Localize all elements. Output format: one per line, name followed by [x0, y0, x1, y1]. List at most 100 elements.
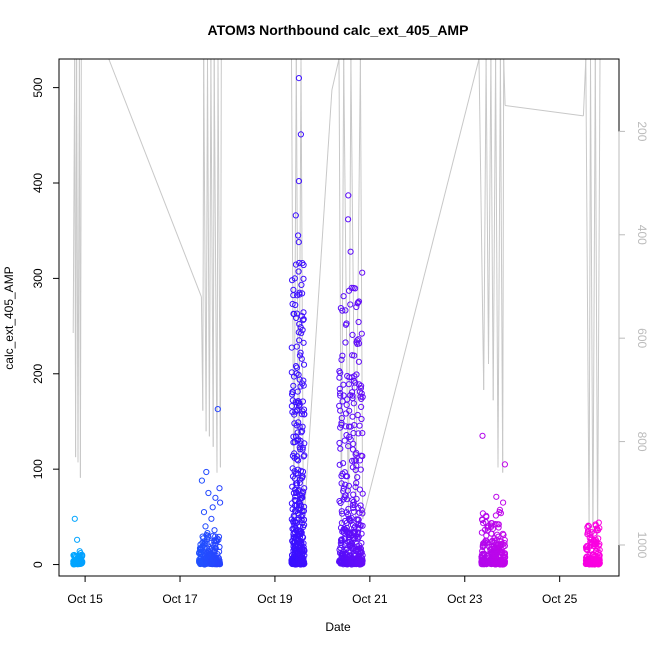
data-point — [354, 529, 361, 536]
data-point — [336, 402, 343, 409]
data-point — [298, 475, 305, 482]
data-point — [501, 550, 508, 557]
y-axis-label: calc_ext_405_AMP — [2, 266, 16, 369]
data-point — [296, 399, 303, 406]
data-point — [300, 453, 307, 460]
data-point — [351, 352, 358, 359]
data-point — [358, 415, 365, 423]
data-point — [342, 554, 349, 562]
data-point — [344, 372, 351, 380]
data-point — [293, 480, 300, 487]
data-point — [357, 522, 364, 529]
secondary-y-tick-label: 400 — [635, 225, 649, 245]
depth-profile-segment — [505, 105, 584, 117]
data-point — [337, 305, 344, 312]
data-point — [300, 361, 308, 368]
data-point — [583, 546, 590, 553]
data-point — [199, 539, 206, 546]
data-point — [299, 326, 306, 334]
y-tick-label: 0 — [31, 561, 45, 568]
data-point — [583, 560, 590, 567]
data-point — [337, 424, 344, 431]
data-point — [489, 520, 496, 527]
data-point — [207, 559, 214, 566]
data-point — [296, 491, 303, 498]
data-point — [293, 422, 300, 429]
data-point — [482, 518, 489, 526]
y-tick-label: 300 — [31, 268, 45, 288]
data-point — [292, 408, 299, 415]
data-point — [199, 543, 206, 550]
data-point — [491, 537, 498, 544]
data-point — [354, 474, 361, 481]
data-point — [353, 495, 360, 502]
data-point — [340, 548, 347, 556]
depth-profile-segment — [208, 58, 212, 437]
data-point — [338, 356, 345, 363]
data-point — [500, 561, 507, 568]
depth-profile-layer — [72, 58, 601, 546]
data-point — [594, 550, 601, 558]
data-point — [583, 546, 591, 554]
data-point — [357, 502, 364, 509]
data-point — [289, 300, 296, 308]
data-point — [293, 456, 301, 463]
data-point — [358, 403, 365, 410]
data-point — [75, 556, 82, 564]
data-point — [217, 499, 224, 506]
data-point — [296, 540, 303, 547]
data-point — [593, 559, 600, 566]
data-point — [356, 381, 363, 388]
data-point — [336, 368, 343, 375]
data-point — [343, 432, 350, 439]
data-point — [583, 557, 590, 564]
data-point — [295, 268, 302, 275]
x-tick-label: Oct 17 — [162, 592, 198, 606]
data-point — [298, 355, 305, 362]
data-point — [296, 523, 303, 530]
depth-profile-segment — [79, 58, 82, 478]
data-point — [297, 131, 304, 138]
data-point — [488, 523, 495, 531]
data-point — [337, 544, 344, 551]
data-point — [289, 558, 296, 565]
data-point — [355, 336, 362, 343]
data-point — [488, 550, 495, 557]
data-point — [71, 515, 78, 522]
data-point — [299, 508, 306, 515]
depth-profile-segment — [502, 58, 505, 473]
data-point — [202, 523, 209, 530]
data-point — [289, 465, 296, 472]
data-point — [337, 499, 344, 506]
data-point — [354, 411, 361, 419]
data-point — [500, 499, 507, 506]
data-point — [339, 528, 346, 535]
data-point — [351, 501, 358, 508]
data-point — [299, 423, 306, 430]
data-point — [496, 506, 503, 513]
data-point — [342, 410, 350, 417]
data-point — [71, 551, 78, 559]
x-axis-label: Date — [325, 620, 351, 634]
depth-profile-segment — [488, 58, 492, 365]
data-point — [336, 461, 343, 468]
data-point — [358, 330, 365, 337]
data-point — [343, 496, 350, 503]
data-point — [583, 542, 591, 550]
data-point — [338, 480, 345, 487]
data-point — [295, 239, 302, 246]
data-point — [297, 560, 305, 568]
data-point — [299, 408, 306, 415]
data-point — [216, 561, 224, 568]
data-point — [291, 486, 298, 493]
data-point — [482, 559, 489, 566]
data-point — [347, 423, 354, 430]
depth-profile-segment — [490, 58, 494, 401]
data-point — [351, 373, 358, 380]
data-point — [339, 550, 346, 557]
data-point — [492, 561, 499, 568]
data-point — [497, 540, 504, 548]
data-point — [355, 516, 362, 523]
data-point — [293, 343, 300, 350]
